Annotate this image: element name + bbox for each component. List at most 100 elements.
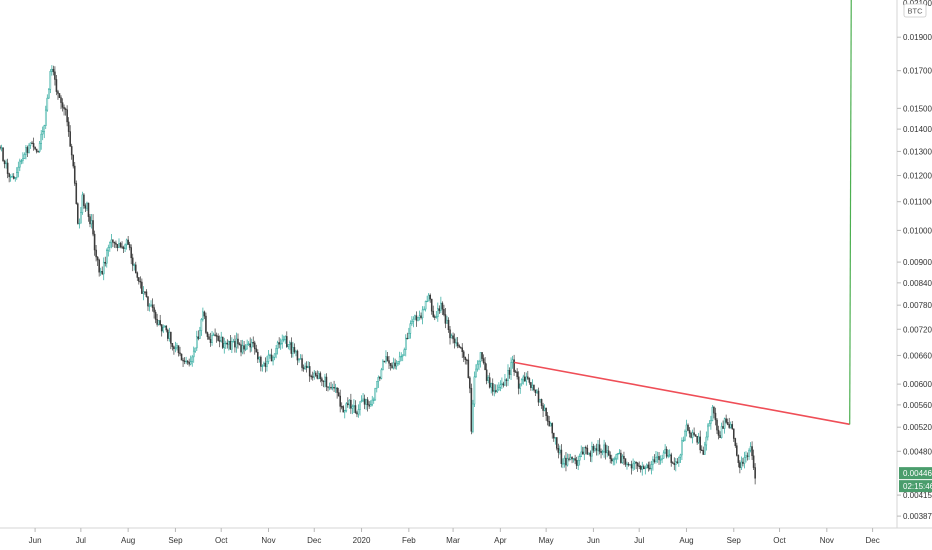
- candle-body: [353, 405, 355, 407]
- candle-body: [751, 446, 753, 457]
- countdown-badge: [899, 480, 932, 493]
- candle-body: [54, 71, 56, 80]
- candle-body: [179, 352, 181, 355]
- candle-body: [147, 296, 149, 307]
- candle-body: [191, 356, 193, 362]
- candle-body: [520, 379, 523, 385]
- price-tick-label: 0.003870: [903, 512, 932, 521]
- candle-body: [311, 376, 314, 378]
- candle-body: [557, 448, 560, 453]
- candle-body: [717, 429, 720, 436]
- candle-body: [104, 261, 107, 264]
- candle-body: [583, 446, 586, 455]
- candle-body: [267, 354, 270, 362]
- candle-body: [203, 311, 206, 317]
- candle-body: [691, 432, 694, 438]
- candle-body: [708, 423, 711, 427]
- candle-body: [345, 403, 348, 411]
- candle-body: [594, 448, 596, 451]
- candle-body: [729, 424, 732, 428]
- candle-body: [662, 452, 665, 459]
- resistance-trend-line[interactable]: [513, 361, 850, 426]
- candle-body: [264, 362, 267, 367]
- candle-body: [95, 249, 97, 258]
- candle-body: [665, 448, 668, 457]
- candle-body: [675, 461, 677, 465]
- candle-body: [687, 424, 689, 431]
- candle-body: [209, 338, 212, 344]
- candle-body: [752, 455, 755, 468]
- candle-body: [296, 350, 299, 361]
- candle-body: [325, 376, 328, 387]
- time-tick-label: May: [539, 536, 554, 545]
- candle-body: [276, 342, 279, 349]
- time-axis[interactable]: Jun Jul Aug Sep Oct Nov Dec 2020 Feb Mar Apr May Jun…: [29, 528, 880, 545]
- candle-body: [87, 202, 90, 217]
- candle-body: [139, 281, 142, 283]
- currency-button[interactable]: BTC: [903, 3, 927, 18]
- candle-body: [150, 304, 152, 307]
- candle-body: [670, 454, 673, 463]
- candle-body: [183, 360, 186, 362]
- candle-body: [350, 399, 352, 409]
- candle-body: [357, 409, 360, 415]
- candle-body: [356, 412, 358, 415]
- candle-body: [636, 462, 639, 467]
- candle-body: [327, 386, 329, 388]
- candle-body: [548, 421, 550, 427]
- candle-body: [552, 432, 555, 439]
- candle-body: [257, 351, 259, 360]
- candle-body: [386, 356, 389, 361]
- candle-body: [510, 362, 512, 375]
- candle-body: [409, 323, 412, 334]
- candle-body: [517, 376, 520, 389]
- candle-body: [318, 373, 320, 379]
- candle-body: [215, 335, 218, 337]
- candle-body: [395, 363, 398, 367]
- candle-body: [19, 160, 21, 168]
- candle-body: [57, 91, 59, 94]
- candle-body: [247, 343, 250, 345]
- candle-body: [679, 454, 682, 458]
- projection-line[interactable]: [849, 0, 852, 425]
- candle-body: [20, 160, 23, 162]
- candle-body: [736, 445, 738, 456]
- candle-body: [639, 465, 642, 470]
- candle-body: [148, 305, 151, 308]
- candle-body: [77, 203, 79, 224]
- candle-body: [44, 109, 47, 126]
- candle-body: [272, 357, 274, 362]
- candle-body: [173, 346, 175, 350]
- candle-body: [685, 424, 688, 432]
- candle-body: [490, 383, 492, 388]
- candle-body: [632, 463, 634, 469]
- candle-body: [728, 424, 730, 428]
- candle-body: [725, 418, 727, 423]
- candle-body: [606, 450, 608, 454]
- candle-body: [69, 131, 71, 147]
- candlestick-series: [0, 65, 756, 485]
- candle-body: [575, 460, 578, 466]
- candle-body: [23, 154, 26, 160]
- candle-body: [411, 321, 413, 324]
- candle-body: [136, 272, 139, 278]
- candle-body: [37, 151, 39, 153]
- candle-body: [531, 384, 534, 388]
- candle-body: [539, 399, 541, 403]
- candle-body: [278, 342, 280, 345]
- candle-body: [28, 145, 30, 153]
- candle-body: [81, 194, 84, 213]
- candle-body: [577, 459, 579, 466]
- candle-body: [400, 355, 402, 358]
- candle-body: [716, 419, 718, 431]
- candle-body: [440, 302, 442, 311]
- candle-body: [456, 342, 459, 346]
- time-tick-label: Sep: [168, 536, 183, 545]
- candle-body: [202, 311, 204, 320]
